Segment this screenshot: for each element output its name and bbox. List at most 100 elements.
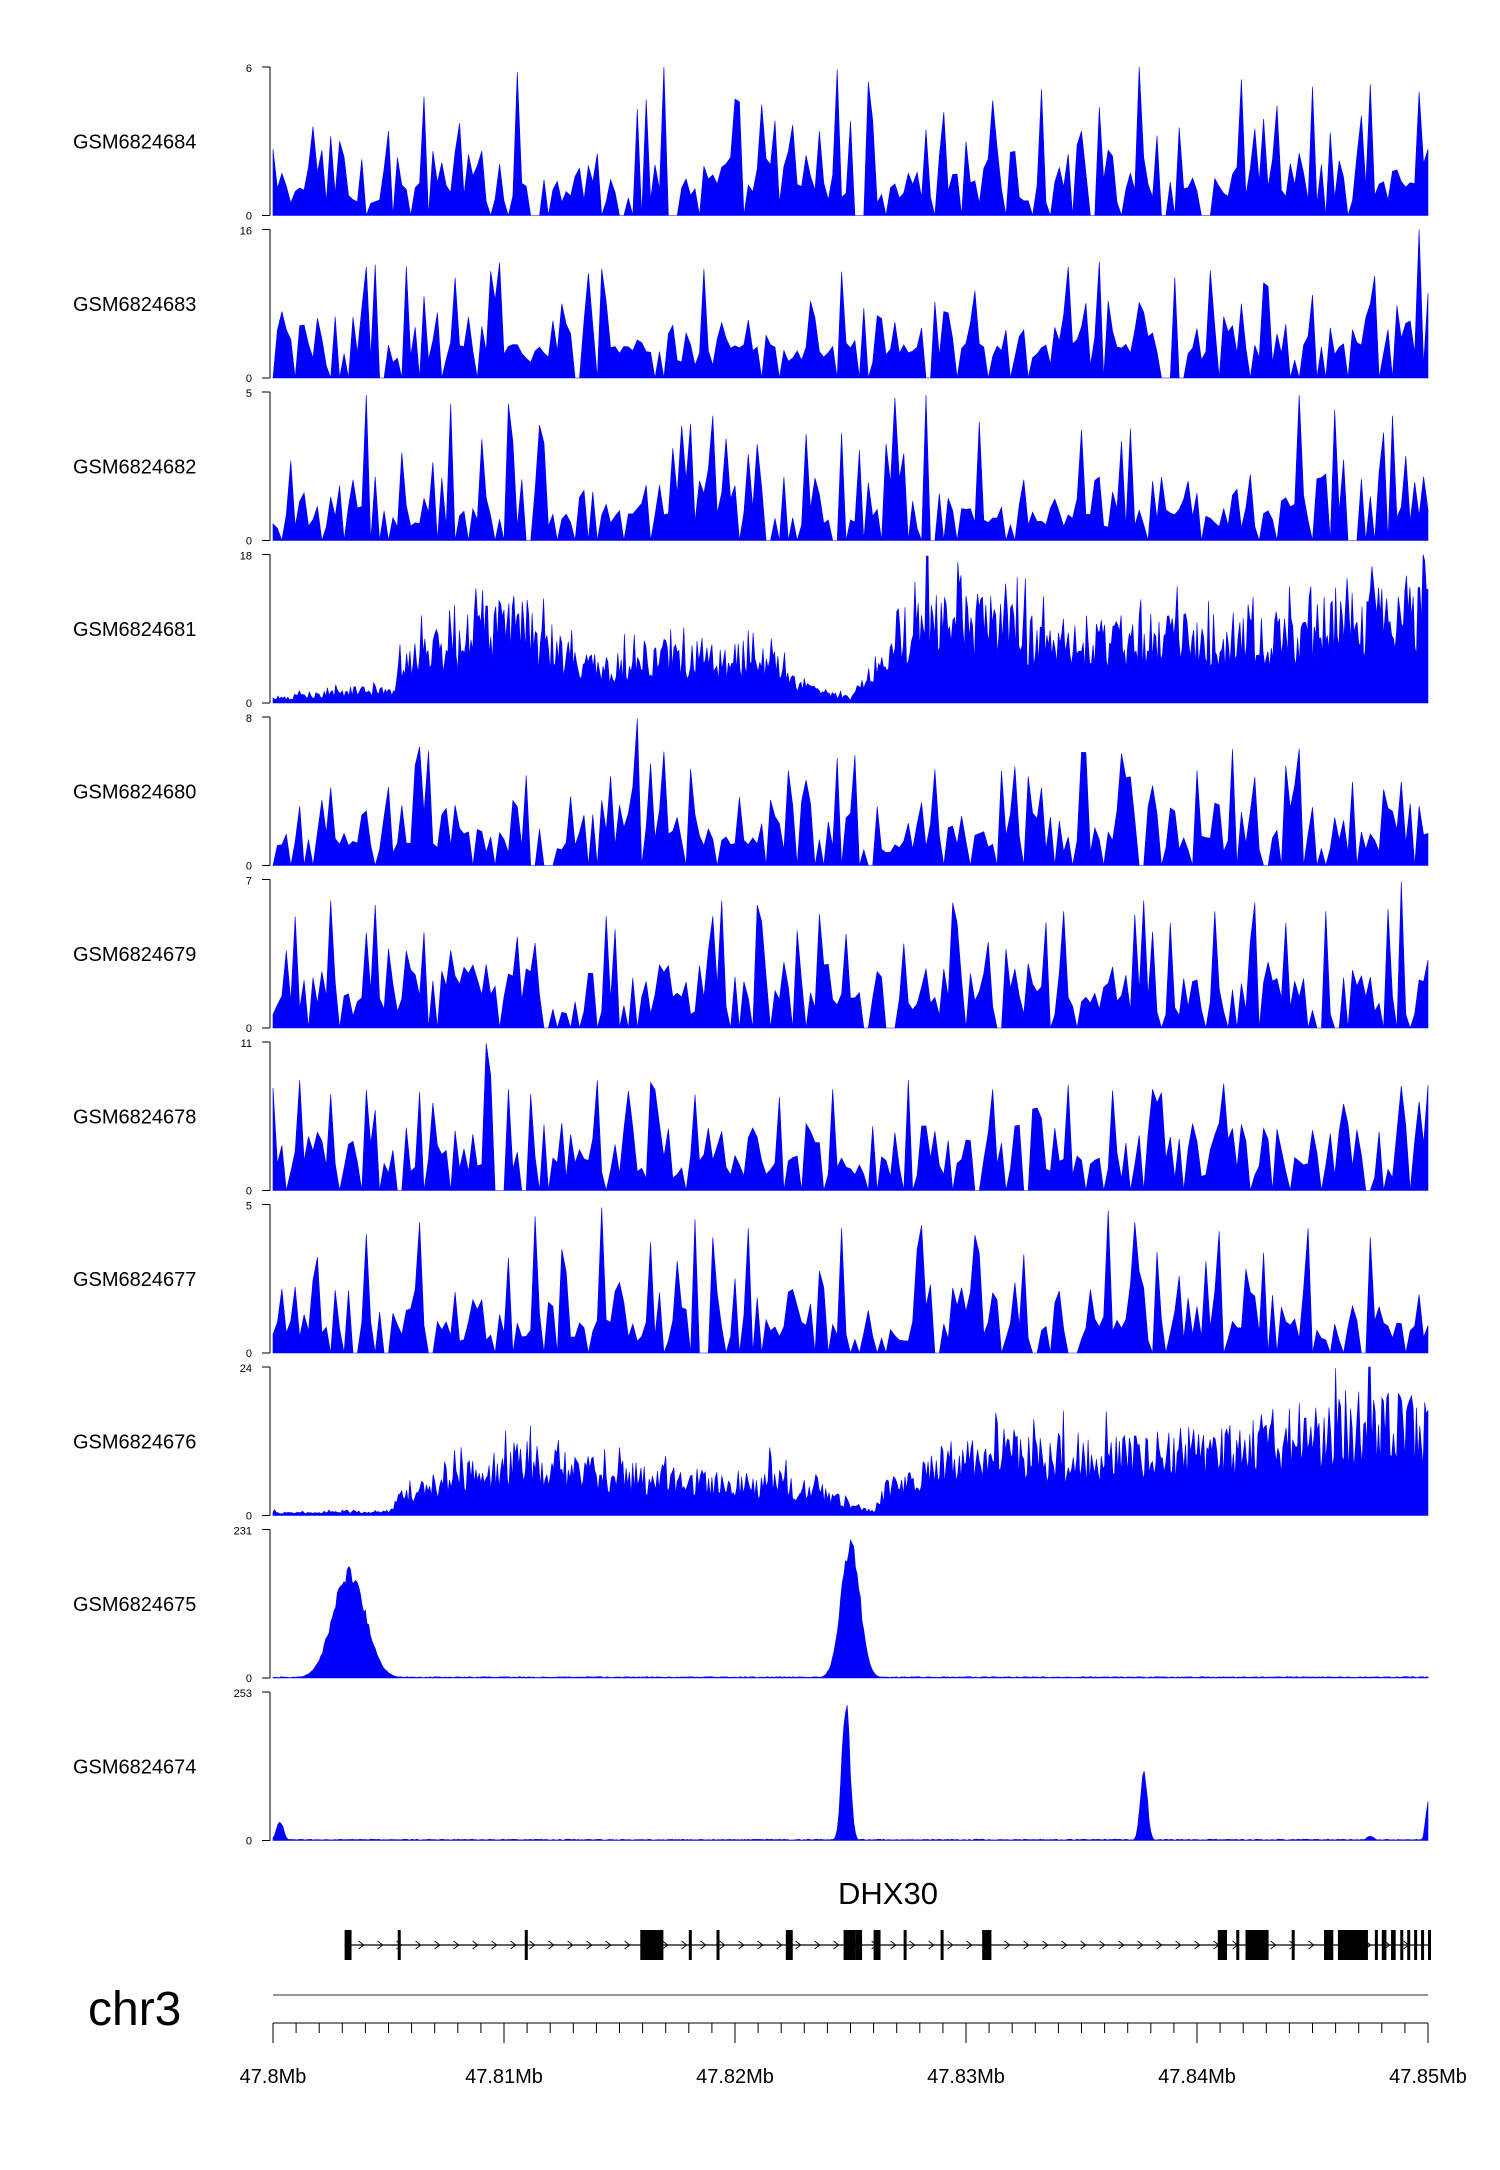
strand-arrow xyxy=(814,1940,821,1950)
signal-area xyxy=(272,554,1429,704)
signal-area xyxy=(272,394,1429,542)
signal-tracks: GSM682468460GSM6824683160GSM682468250GSM… xyxy=(73,63,1429,1848)
strand-arrow xyxy=(605,1940,612,1950)
track-gsm6824684: GSM6824684 6 0 xyxy=(73,63,1429,223)
strand-arrow xyxy=(1270,1940,1277,1950)
signal-area xyxy=(272,881,1429,1030)
exon xyxy=(524,1930,528,1960)
exon xyxy=(785,1930,793,1960)
y-min-label: 0 xyxy=(246,1836,252,1848)
y-min-label: 0 xyxy=(246,1673,252,1685)
tick-label: 47.84Mb xyxy=(1158,2066,1236,2088)
exon xyxy=(982,1930,992,1960)
y-min-label: 0 xyxy=(246,861,252,873)
y-max-label: 5 xyxy=(246,1201,252,1213)
exon xyxy=(1324,1930,1334,1960)
track-gsm6824674: GSM6824674 253 0 xyxy=(73,1688,1429,1848)
tick-label: 47.82Mb xyxy=(696,2066,774,2088)
y-max-label: 16 xyxy=(240,226,252,238)
exon xyxy=(1428,1930,1431,1960)
strand-arrow xyxy=(700,1940,707,1950)
track-gsm6824678: GSM6824678 11 0 xyxy=(73,1038,1429,1198)
y-max-label: 5 xyxy=(246,388,252,400)
strand-arrow xyxy=(586,1940,593,1950)
track-gsm6824675: GSM6824675 231 0 xyxy=(73,1526,1429,1685)
strand-arrow xyxy=(1061,1940,1068,1950)
track-label: GSM6824683 xyxy=(73,294,196,316)
track-gsm6824677: GSM6824677 5 0 xyxy=(73,1201,1429,1360)
strand-arrow xyxy=(1042,1940,1049,1950)
y-min-label: 0 xyxy=(246,1348,252,1360)
gene-track: DHX30 xyxy=(344,1876,1431,1960)
y-max-label: 8 xyxy=(246,713,252,725)
y-max-label: 7 xyxy=(246,876,252,888)
exon xyxy=(716,1930,720,1960)
gene-model-dhx30 xyxy=(344,1930,1431,1960)
gene-name-label: DHX30 xyxy=(838,1876,938,1911)
strand-arrow xyxy=(1023,1940,1030,1950)
track-label: GSM6824682 xyxy=(73,456,196,478)
strand-arrow xyxy=(1099,1940,1106,1950)
tick-label: 47.85Mb xyxy=(1389,2066,1467,2088)
strand-arrow xyxy=(1175,1940,1182,1950)
strand-arrow xyxy=(757,1940,764,1950)
exon xyxy=(873,1930,881,1960)
signal-area xyxy=(272,1043,1429,1191)
strand-arrow xyxy=(1118,1940,1125,1950)
strand-arrow xyxy=(795,1940,802,1950)
signal-area xyxy=(272,229,1429,379)
track-gsm6824682: GSM6824682 5 0 xyxy=(73,388,1429,548)
strand-arrow xyxy=(1194,1940,1201,1950)
signal-area xyxy=(272,1539,1429,1679)
exon xyxy=(1236,1930,1240,1960)
strand-arrow xyxy=(1156,1940,1163,1950)
chromosome-label: chr3 xyxy=(88,1983,181,2036)
track-gsm6824683: GSM6824683 16 0 xyxy=(73,226,1429,385)
strand-arrow xyxy=(377,1940,384,1950)
strand-arrow xyxy=(928,1940,935,1950)
y-min-label: 0 xyxy=(246,1511,252,1523)
exon xyxy=(1291,1930,1295,1960)
strand-arrow xyxy=(624,1940,631,1950)
exon xyxy=(1400,1930,1404,1960)
exon xyxy=(1374,1930,1378,1960)
y-max-label: 6 xyxy=(246,63,252,75)
exon xyxy=(1245,1930,1269,1960)
track-label: GSM6824675 xyxy=(73,1594,196,1616)
strand-arrow xyxy=(548,1940,555,1950)
strand-arrow xyxy=(358,1940,365,1950)
strand-arrow xyxy=(453,1940,460,1950)
y-max-label: 253 xyxy=(234,1688,252,1700)
strand-arrow xyxy=(472,1940,479,1950)
y-min-label: 0 xyxy=(246,211,252,223)
track-gsm6824681: GSM6824681 18 0 xyxy=(73,551,1429,710)
tick-label: 47.83Mb xyxy=(927,2066,1005,2088)
y-min-label: 0 xyxy=(246,698,252,710)
exon xyxy=(397,1930,401,1960)
strand-arrow xyxy=(966,1940,973,1950)
tick-label: 47.8Mb xyxy=(240,2066,307,2088)
y-max-label: 24 xyxy=(240,1363,252,1375)
y-max-label: 18 xyxy=(240,551,252,563)
track-label: GSM6824677 xyxy=(73,1269,196,1291)
exon xyxy=(1391,1930,1396,1960)
track-gsm6824680: GSM6824680 8 0 xyxy=(73,713,1429,873)
strand-arrow xyxy=(719,1940,726,1950)
track-label: GSM6824679 xyxy=(73,944,196,966)
strand-arrow xyxy=(1308,1940,1315,1950)
exon xyxy=(640,1930,664,1960)
exon xyxy=(1414,1930,1418,1960)
strand-arrow xyxy=(947,1940,954,1950)
exon xyxy=(344,1930,352,1960)
strand-arrow xyxy=(776,1940,783,1950)
signal-area xyxy=(272,1366,1429,1516)
signal-area xyxy=(272,1207,1429,1355)
exon xyxy=(855,1930,863,1960)
exon xyxy=(843,1930,856,1960)
strand-arrow xyxy=(1080,1940,1087,1950)
strand-arrow xyxy=(890,1940,897,1950)
track-label: GSM6824684 xyxy=(73,131,196,153)
strand-arrow xyxy=(681,1940,688,1950)
strand-arrow xyxy=(833,1940,840,1950)
